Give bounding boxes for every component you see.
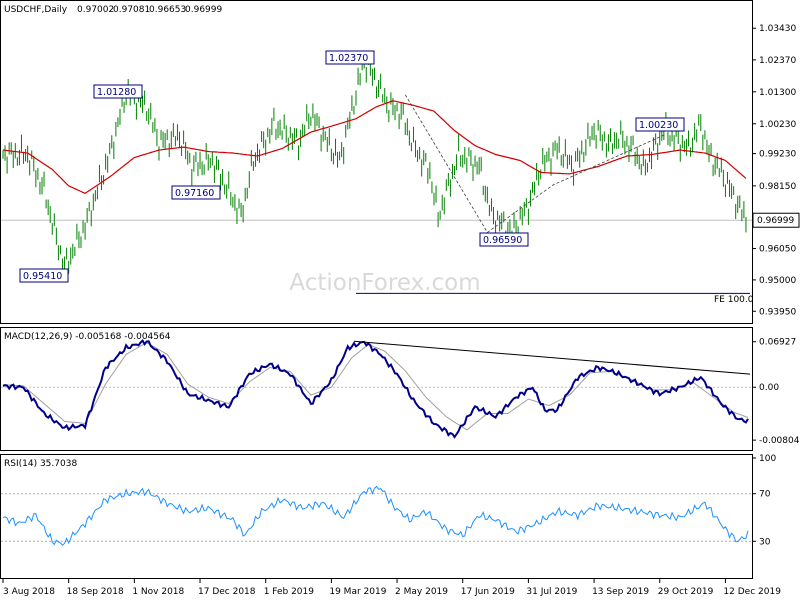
price-y-tick-label: 0.98150 xyxy=(759,182,796,192)
x-tick-label: 29 Oct 2019 xyxy=(658,587,714,597)
fe-label: FE 100.0 xyxy=(714,295,754,305)
rsi-y-tick-label: 30 xyxy=(759,537,771,547)
x-tick-label: 17 Jun 2019 xyxy=(461,587,515,597)
rsi-title: RSI(14) 35.7038 xyxy=(4,459,77,469)
price-title: USDCHF,Daily xyxy=(4,5,68,15)
annotation-label: 1.01280 xyxy=(97,87,136,98)
annotation-label: 1.00230 xyxy=(639,120,678,131)
x-tick-label: 31 Jul 2019 xyxy=(526,587,577,597)
price-y-tick-label: 0.93950 xyxy=(759,307,796,317)
last-price-label: 0.96999 xyxy=(757,216,794,226)
watermark: ActionForex.com xyxy=(289,270,480,296)
price-y-tick-label: 1.03430 xyxy=(759,24,796,34)
macd-y-tick-label: -0.008049 xyxy=(759,436,800,446)
ohlc-close: 0.96999 xyxy=(185,5,222,15)
annotation-label: 0.96590 xyxy=(483,235,522,246)
price-y-tick-label: 0.99230 xyxy=(759,150,796,160)
macd-title: MACD(12,26,9) -0.005168 -0.004564 xyxy=(4,332,171,342)
price-y-tick-label: 1.02370 xyxy=(759,56,796,66)
x-tick-label: 19 Mar 2019 xyxy=(329,587,386,597)
x-tick-label: 1 Feb 2019 xyxy=(264,587,315,597)
x-tick-label: 2 May 2019 xyxy=(395,587,448,597)
annotation-label: 1.02370 xyxy=(329,53,368,64)
ohlc-high: 0.97081 xyxy=(113,5,150,15)
macd-panel: MACD(12,26,9) -0.005168 -0.004564 0.0692… xyxy=(1,328,800,451)
price-y-tick-label: 0.96050 xyxy=(759,245,796,255)
ohlc-low: 0.96653 xyxy=(149,5,186,15)
x-tick-label: 13 Sep 2019 xyxy=(592,587,649,597)
annotation-label: 0.95410 xyxy=(23,271,62,282)
macd-y-axis: 0.06927 0.00 -0.008049 xyxy=(752,338,800,446)
price-y-axis: 1.03430 1.02370 1.01300 1.00230 0.99230 0.981… xyxy=(752,24,796,317)
macd-panel-frame xyxy=(1,328,753,451)
x-tick-label: 18 Sep 2018 xyxy=(67,587,124,597)
price-y-tick-label: 1.00230 xyxy=(759,120,796,130)
x-tick-label: 17 Dec 2018 xyxy=(198,587,256,597)
macd-y-tick-label: 0.06927 xyxy=(759,338,796,348)
price-panel: ActionForex.com USDCHF,Daily 0.97002 0.9… xyxy=(1,1,800,324)
x-axis: 3 Aug 2018 18 Sep 2018 1 Nov 2018 17 Dec 20… xyxy=(3,579,781,597)
x-tick-label: 1 Nov 2018 xyxy=(132,587,184,597)
rsi-panel-frame xyxy=(1,455,753,579)
x-tick-label: 12 Dec 2019 xyxy=(723,587,781,597)
x-tick-label: 3 Aug 2018 xyxy=(3,587,55,597)
ohlc-open: 0.97002 xyxy=(77,5,114,15)
price-y-tick-label: 1.01300 xyxy=(759,88,796,98)
price-y-tick-label: 0.95000 xyxy=(759,276,796,286)
rsi-y-tick-label: 70 xyxy=(759,490,771,500)
rsi-y-tick-label: 100 xyxy=(759,454,776,464)
annotation-label: 0.97160 xyxy=(175,188,214,199)
macd-y-tick-label: 0.00 xyxy=(759,383,779,393)
rsi-panel: RSI(14) 35.7038 100 70 30 xyxy=(1,454,777,579)
